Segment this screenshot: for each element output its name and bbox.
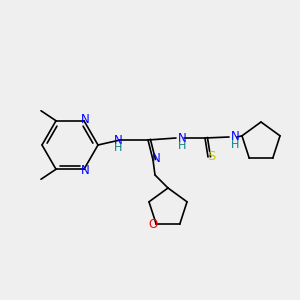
Text: N: N — [178, 131, 187, 145]
Text: H: H — [178, 141, 186, 151]
Text: O: O — [148, 218, 158, 231]
Text: S: S — [207, 151, 215, 164]
Text: N: N — [81, 164, 89, 177]
Text: H: H — [114, 143, 122, 153]
Text: H: H — [231, 140, 239, 150]
Text: N: N — [152, 152, 160, 166]
Text: N: N — [114, 134, 122, 146]
Text: N: N — [81, 113, 89, 126]
Text: N: N — [231, 130, 240, 143]
